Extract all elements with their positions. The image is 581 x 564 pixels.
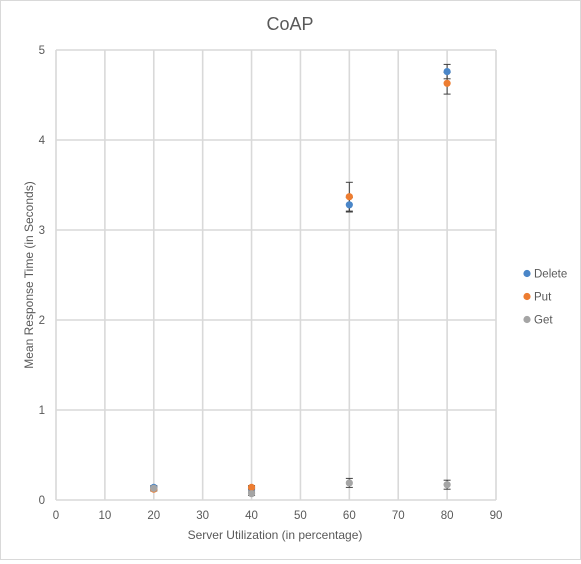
x-axis-title: Server Utilization (in percentage) [188,528,363,542]
legend: Delete Put Get [523,269,567,327]
y-tick-label-3: 3 [39,225,45,237]
x-tick-label-60: 60 [343,510,356,522]
y-tick-label-2: 2 [39,315,45,327]
point-put-60 [345,193,353,201]
point-get-20 [150,484,158,492]
y-tick-label-0: 0 [39,495,45,507]
y-tick-label-4: 4 [39,135,46,147]
legend-label-get: Get [534,315,553,327]
point-delete-60 [345,201,353,209]
x-tick-label-30: 30 [196,510,209,522]
x-tick-label-80: 80 [441,510,454,522]
legend-marker-delete [523,269,531,278]
x-tick-label-10: 10 [98,510,111,522]
point-put-80 [443,79,451,87]
legend-marker-get [523,315,531,324]
y-axis-title: Mean Response Time (in Seconds) [22,181,36,368]
point-get-60 [345,479,353,487]
data-points [150,63,451,498]
x-tick-label-70: 70 [392,510,405,522]
x-tick-label-40: 40 [245,510,258,522]
point-delete-80 [443,68,451,76]
legend-label-delete: Delete [534,269,567,281]
tick-labels: 0 10 20 30 40 50 60 70 80 90 0 1 2 3 4 5 [39,45,503,522]
legend-marker-put [523,292,531,301]
point-get-80 [443,481,451,489]
y-tick-label-1: 1 [39,405,45,417]
x-tick-label-50: 50 [294,510,307,522]
point-put-40 [247,483,256,491]
y-tick-label-5: 5 [39,45,45,57]
x-tick-label-90: 90 [490,510,503,522]
legend-label-put: Put [534,292,552,304]
point-get-40 [247,490,256,498]
x-tick-label-20: 20 [147,510,160,522]
x-tick-label-0: 0 [53,510,59,522]
chart-title: CoAP [266,14,313,34]
grid-lines [55,49,497,501]
